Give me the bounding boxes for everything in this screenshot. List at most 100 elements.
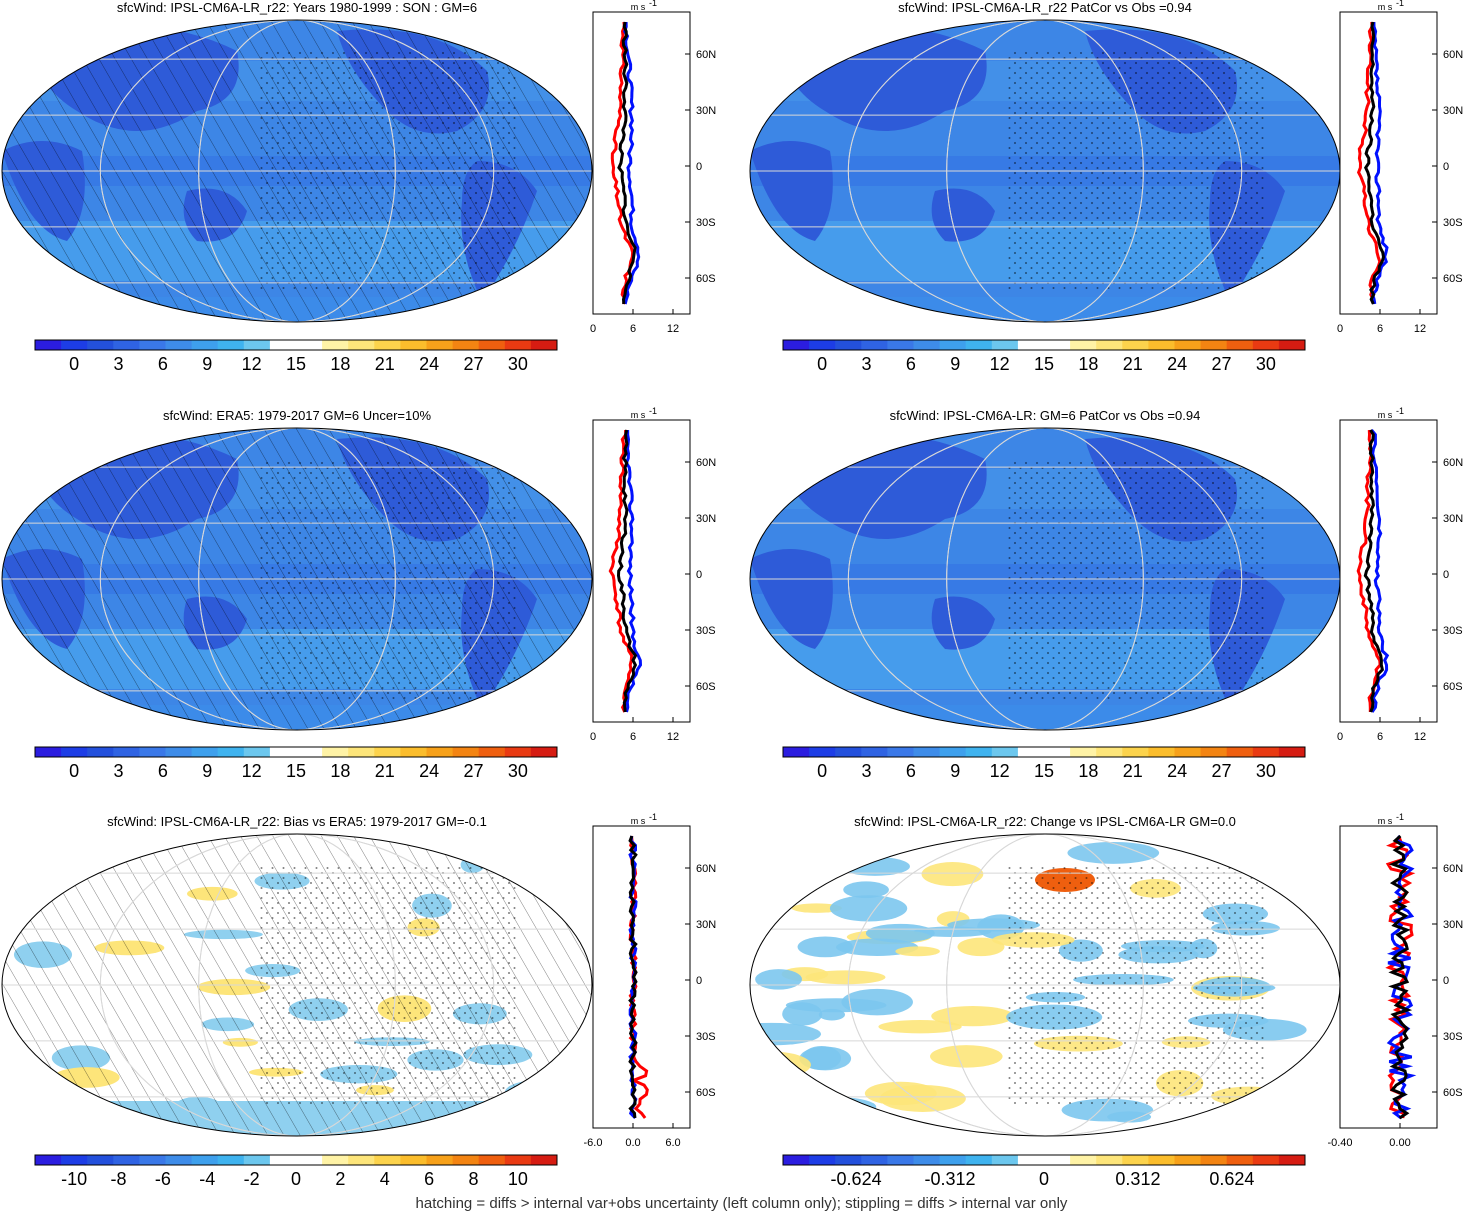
panel-title: sfcWind: IPSL-CM6A-LR: GM=6 PatCor vs Ob…: [890, 408, 1201, 423]
colorbar-tick: -4: [199, 1169, 215, 1189]
lat-label: 0: [1443, 161, 1449, 173]
colorbar-tick: -0.624: [831, 1169, 882, 1189]
lat-label: 30S: [696, 625, 716, 637]
colorbar-tick: 30: [508, 354, 528, 374]
panel-6: sfcWind: IPSL-CM6A-LR_r22: Change vs IPS…: [749, 812, 1463, 1189]
zonal-mean-plot: m s -1 60N 30N 0 30S 60S -6.0 0.0 6.0: [584, 812, 717, 1149]
colorbar-tick: 0: [817, 354, 827, 374]
lat-label: 30S: [1443, 625, 1463, 637]
zonal-x-tick: 6: [630, 323, 636, 335]
zonal-profile: [1363, 21, 1386, 305]
australia: [931, 188, 995, 242]
panel-title: sfcWind: IPSL-CM6A-LR_r22: Change vs IPS…: [854, 814, 1236, 829]
zonal-x-tick: -0.40: [1327, 1137, 1352, 1149]
colorbar-tick: -10: [61, 1169, 87, 1189]
colorbar-tick: 24: [1167, 761, 1187, 781]
zonal-profile: [617, 21, 637, 305]
zonal-x-tick: 0: [1337, 323, 1343, 335]
colorbar-tick: -0.312: [925, 1169, 976, 1189]
lat-label: 60N: [696, 49, 716, 61]
colorbar-tick: 9: [202, 761, 212, 781]
colorbar-tick: 3: [114, 354, 124, 374]
colorbar-tick: 30: [508, 761, 528, 781]
colorbar: 0 3 6 9 12 15 18 21 24 27 30: [782, 339, 1306, 374]
zonal-x-tick: 6: [630, 731, 636, 743]
lat-label: 60N: [1443, 457, 1463, 469]
antarctica: [750, 297, 1340, 322]
svg-text:-1: -1: [1396, 812, 1404, 822]
zonal-x-tick: 6: [1377, 731, 1383, 743]
antarctica: [750, 705, 1340, 730]
lat-label: 30S: [1443, 1031, 1463, 1043]
lat-label: 60S: [1443, 681, 1463, 693]
colorbar-tick: 21: [1123, 354, 1143, 374]
lat-label: 30S: [696, 1031, 716, 1043]
svg-text:-1: -1: [1396, 406, 1404, 416]
lat-label: 30S: [696, 217, 716, 229]
colorbar-tick: 3: [862, 354, 872, 374]
colorbar-tick: 27: [1211, 354, 1231, 374]
colorbar-tick: 0.312: [1115, 1169, 1160, 1189]
colorbar-tick: 10: [508, 1169, 528, 1189]
colorbar-tick: 4: [380, 1169, 390, 1189]
lat-label: 30N: [1443, 105, 1463, 117]
panel-title: sfcWind: ERA5: 1979-2017 GM=6 Uncer=10%: [163, 408, 432, 423]
zonal-x-tick: 6: [1377, 323, 1383, 335]
zonal-profile: [616, 429, 638, 713]
lat-label: 0: [696, 569, 702, 581]
zonal-mean-plot: m s -1 60N 30N 0 30S 60S 0 6 12: [590, 0, 716, 335]
zonal-profile: [624, 430, 643, 713]
colorbar-tick: 8: [468, 1169, 478, 1189]
panel-3: sfcWind: ERA5: 1979-2017 GM=6 Uncer=10% m…: [1, 406, 716, 781]
lat-label: 60S: [696, 1087, 716, 1099]
colorbar-tick: 24: [1167, 354, 1187, 374]
colorbar-tick: 9: [950, 354, 960, 374]
africa: [750, 141, 833, 241]
panel-1: sfcWind: IPSL-CM6A-LR_r22: Years 1980-19…: [1, 0, 716, 374]
lat-label: 60N: [696, 863, 716, 875]
zonal-profile: [623, 21, 641, 305]
zonal-mean-plot: m s -1 60N 30N 0 30S 60S 0 6 12: [1337, 406, 1463, 743]
zonal-unit: m s: [631, 2, 646, 12]
zonal-x-tick: 0: [590, 731, 596, 743]
colorbar-tick: 0: [291, 1169, 301, 1189]
zonal-profile: [1370, 429, 1390, 713]
svg-text:-1: -1: [1396, 0, 1404, 8]
colorbar-tick: 6: [906, 354, 916, 374]
colorbar: 0 3 6 9 12 15 18 21 24 27 30: [34, 339, 558, 374]
map-field: [2, 20, 592, 322]
zonal-profile: [1388, 834, 1413, 1120]
map-outline: [1, 833, 593, 1137]
colorbar-tick: -6: [155, 1169, 171, 1189]
lat-label: 30N: [696, 513, 716, 525]
zonal-unit: m s: [1378, 2, 1393, 12]
map-field: [750, 834, 1340, 1136]
map-outline: [1, 19, 593, 323]
zonal-profile: [1363, 429, 1385, 713]
colorbar-tick: 9: [950, 761, 960, 781]
zonal-mean-plot: m s -1 60N 30N 0 30S 60S 0 6 12: [590, 406, 716, 743]
colorbar-tick: -2: [244, 1169, 260, 1189]
zonal-unit: m s: [631, 816, 646, 826]
colorbar-tick: 12: [242, 354, 262, 374]
colorbar-tick: 15: [1034, 761, 1054, 781]
colorbar-tick: 12: [242, 761, 262, 781]
colorbar-tick: 24: [419, 761, 439, 781]
zonal-profile: [628, 835, 638, 1119]
colorbar-tick: 15: [286, 354, 306, 374]
colorbar-tick: 21: [375, 761, 395, 781]
zonal-x-tick: -6.0: [584, 1137, 603, 1149]
colorbar-tick: 30: [1256, 761, 1276, 781]
colorbar: 0 3 6 9 12 15 18 21 24 27 30: [782, 746, 1306, 781]
colorbar-tick: 0: [69, 354, 79, 374]
lat-label: 60S: [696, 681, 716, 693]
colorbar-tick: 18: [1078, 354, 1098, 374]
lat-label: 30N: [696, 105, 716, 117]
zonal-unit: m s: [1378, 816, 1393, 826]
map-field: [2, 428, 592, 730]
colorbar-tick: 27: [1211, 761, 1231, 781]
lat-label: 60N: [1443, 49, 1463, 61]
colorbar-tick: 6: [906, 761, 916, 781]
colorbar-tick: 2: [335, 1169, 345, 1189]
